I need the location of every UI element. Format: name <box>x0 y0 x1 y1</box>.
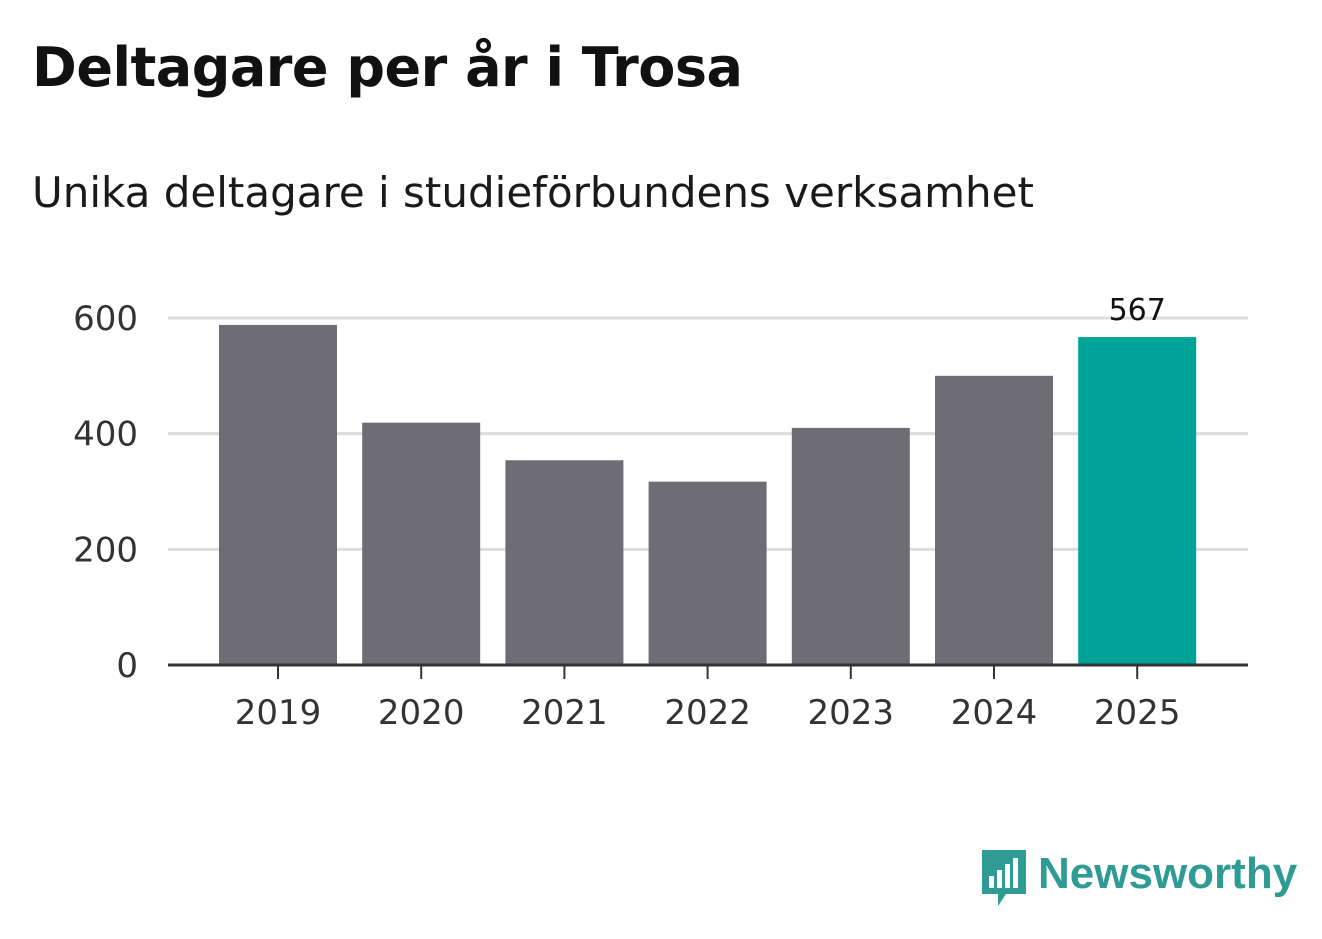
x-tick-label: 2022 <box>664 693 751 733</box>
y-tick-label: 0 <box>116 646 138 686</box>
newsworthy-logo: Newsworthy <box>980 848 1297 910</box>
x-axis-tick-labels: 2019 2020 2021 2022 2023 2024 2025 <box>235 693 1181 733</box>
y-tick-label: 200 <box>73 530 138 570</box>
data-label: 567 <box>1109 293 1166 328</box>
bar-2025 <box>1078 337 1197 665</box>
x-axis <box>168 663 1248 679</box>
bar-2023 <box>791 427 910 665</box>
x-tick-label: 2020 <box>378 693 465 733</box>
x-tick-label: 2025 <box>1094 693 1181 733</box>
bar-2019 <box>219 324 337 665</box>
x-tick-label: 2021 <box>521 693 608 733</box>
bar-2022 <box>648 481 767 665</box>
x-tick-label: 2019 <box>235 693 322 733</box>
bars <box>219 324 1197 665</box>
x-tick-label: 2024 <box>951 693 1038 733</box>
chart-subtitle: Unika deltagare i studieförbundens verks… <box>32 168 1034 217</box>
chart-title: Deltagare per år i Trosa <box>32 36 743 99</box>
y-tick-label: 400 <box>73 415 138 455</box>
data-labels: 567 <box>1109 293 1166 328</box>
newsworthy-logo-icon <box>982 850 1026 906</box>
bar-2021 <box>505 460 624 665</box>
y-tick-label: 600 <box>73 299 138 339</box>
bar-2024 <box>935 375 1053 665</box>
brand-name: Newsworthy <box>1038 849 1298 898</box>
y-axis-tick-labels: 0 200 400 600 <box>73 299 138 686</box>
bar-2020 <box>362 422 481 665</box>
x-tick-label: 2023 <box>808 693 895 733</box>
